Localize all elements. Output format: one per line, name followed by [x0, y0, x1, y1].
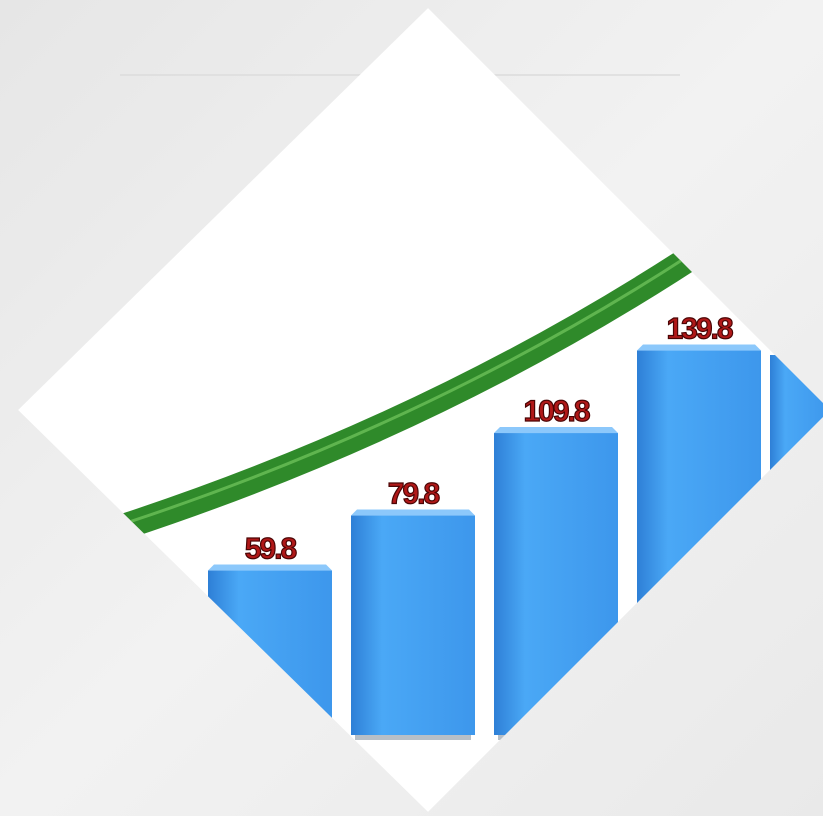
bar-top	[208, 564, 332, 571]
trend-highlight	[119, 233, 721, 527]
value-label: 59.8	[245, 533, 297, 566]
trend-curve	[115, 227, 728, 541]
bar-top	[637, 344, 761, 351]
bar-shadow	[355, 735, 471, 740]
value-label: 139.8	[666, 313, 732, 346]
bar	[351, 515, 475, 735]
bar-top	[351, 509, 475, 516]
value-label: 109.8	[523, 395, 589, 428]
bar-top	[494, 427, 618, 434]
value-label: 79.8	[388, 478, 440, 511]
